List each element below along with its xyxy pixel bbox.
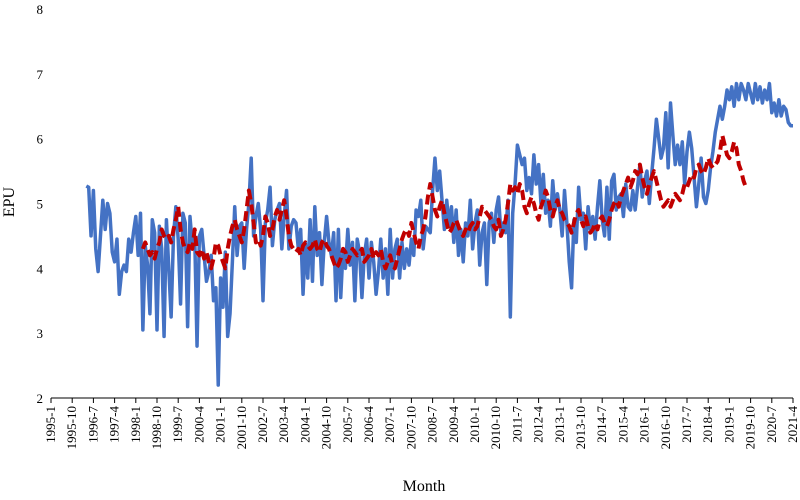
x-tick-label: 1998-10	[149, 406, 164, 449]
x-tick-label: 1997-4	[107, 406, 122, 443]
x-tick-label: 2017-7	[679, 406, 694, 443]
x-tick-label: 2016-10	[658, 406, 673, 449]
y-axis-title: EPU	[1, 186, 18, 217]
x-tick-label: 1999-7	[170, 406, 185, 443]
x-tick-label: 1995-10	[64, 406, 79, 449]
x-tick-label: 2003-4	[276, 406, 291, 443]
x-tick-label: 2007-1	[382, 406, 397, 443]
y-tick-label: 3	[37, 326, 44, 341]
x-tick-label: 2020-7	[764, 406, 779, 443]
x-axis-ticks: 1995-1 1995-10 1996-7 1997-4 1998-1 1998-10 19…	[43, 398, 800, 449]
x-tick-label: 2014-7	[594, 406, 609, 443]
x-tick-label: 1998-1	[128, 406, 143, 443]
y-tick-label: 8	[37, 2, 44, 17]
x-tick-label: 2015-4	[615, 406, 630, 443]
x-tick-label: 2018-4	[700, 406, 715, 443]
series-line-dashed	[140, 133, 748, 271]
x-tick-label: 2002-7	[255, 406, 270, 443]
y-axis-ticks: 2 3 4 5 6 7 8	[37, 2, 44, 406]
x-tick-label: 1996-7	[85, 406, 100, 443]
series-layer	[85, 81, 793, 387]
x-tick-label: 2001-1	[213, 406, 228, 443]
x-tick-label: 2005-7	[340, 406, 355, 443]
x-tick-label: 1995-1	[43, 406, 58, 443]
x-tick-label: 2006-4	[361, 406, 376, 443]
x-tick-label: 2010-1	[467, 406, 482, 443]
x-tick-label: 2001-10	[234, 406, 249, 449]
x-tick-label: 2012-4	[531, 406, 546, 443]
x-tick-label: 2019-1	[721, 406, 736, 443]
x-tick-label: 2016-1	[637, 406, 652, 443]
x-tick-label: 2000-4	[191, 406, 206, 443]
x-tick-label: 2021-4	[785, 406, 800, 443]
y-tick-label: 4	[37, 261, 44, 276]
y-tick-label: 2	[37, 391, 44, 406]
x-tick-label: 2011-7	[509, 406, 524, 443]
x-tick-label: 2004-1	[297, 406, 312, 443]
y-tick-label: 5	[37, 197, 44, 212]
x-tick-label: 2010-10	[488, 406, 503, 449]
x-tick-label: 2013-1	[552, 406, 567, 443]
x-tick-label: 2009-4	[446, 406, 461, 443]
x-tick-label: 2007-10	[403, 406, 418, 449]
x-axis-title: Month	[403, 478, 446, 495]
x-tick-label: 2008-7	[425, 406, 440, 443]
y-tick-label: 6	[37, 132, 44, 147]
x-tick-label: 2004-10	[319, 406, 334, 449]
y-tick-label: 7	[37, 67, 44, 82]
x-tick-label: 2013-10	[573, 406, 588, 449]
x-tick-label: 2019-10	[743, 406, 758, 449]
